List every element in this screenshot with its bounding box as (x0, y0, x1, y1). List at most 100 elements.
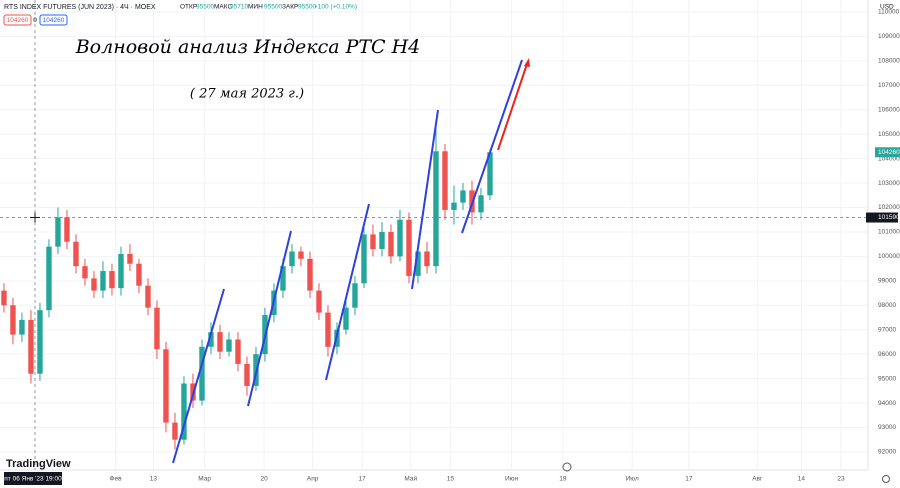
candle-body (325, 312, 331, 347)
x-tick-label: 17 (685, 476, 693, 483)
candle-body (217, 332, 223, 352)
x-tick-label: Фев (110, 476, 123, 483)
candle-body (199, 346, 205, 401)
x-tick-label: 14 (798, 476, 806, 483)
sell-button[interactable] (3, 14, 32, 26)
candle-body (1, 290, 7, 306)
ohlc-value: 95500 (196, 4, 214, 11)
ohlc-label: МАКС (214, 4, 232, 11)
x-tick-label: 20 (260, 476, 268, 483)
candle-body (82, 266, 88, 279)
candle-body (487, 152, 493, 196)
y-tick-label: 103000 (878, 180, 900, 187)
x-tick-label: 23 (837, 476, 845, 483)
y-tick-label: 110000 (878, 9, 900, 16)
candle-body (118, 253, 124, 289)
candle-body (163, 349, 169, 423)
arrow-line (497, 63, 528, 151)
y-tick-label: 106000 (878, 106, 900, 113)
wave-lines (172, 59, 523, 464)
y-tick-label: 93000 (878, 424, 896, 431)
logo-text[interactable]: TradingView (6, 458, 71, 470)
candles (1, 126, 493, 450)
x-tick-label: Авг (752, 476, 763, 483)
x-tick-label: Май (404, 475, 417, 483)
candle-body (343, 307, 349, 330)
candle-body (109, 271, 115, 289)
crosshair-price: 101590 (878, 214, 900, 221)
crosshair-date-badge (4, 472, 62, 485)
goto-icon[interactable] (562, 462, 572, 472)
candle-body (316, 290, 322, 313)
candle-body (280, 266, 286, 291)
candle-body (145, 285, 151, 308)
x-tick-label: 19 (559, 476, 567, 483)
y-tick-label: 107000 (878, 82, 900, 89)
ohlc-value: 95710 (230, 4, 248, 11)
candle-body (379, 231, 385, 250)
candle-body (433, 151, 439, 267)
y-tick-label: 104000 (878, 155, 900, 162)
ohlc-change: +100 (+0,10%) (314, 4, 357, 11)
y-tick-label: 101000 (878, 229, 900, 236)
candle-body (235, 339, 241, 364)
candle-body (28, 319, 34, 374)
wave-line (325, 203, 370, 381)
candle-body (397, 219, 403, 257)
x-tick-label: 15 (447, 476, 455, 483)
y-tick-label: 95000 (878, 375, 896, 382)
candle-body (100, 271, 106, 291)
wave-line (172, 288, 225, 464)
buy-price[interactable]: 104260 (43, 17, 65, 24)
price-axis-panel (868, 0, 900, 488)
candle-body (406, 219, 412, 276)
ohlc-label: ОТКР (180, 4, 197, 11)
y-tick-label: 97000 (878, 326, 896, 333)
candle-body (298, 251, 304, 259)
candle-body (127, 253, 133, 264)
axes: 92000 93000 94000 95000 96000 97000 98000 99000… (4, 9, 900, 485)
candle-body (37, 310, 43, 374)
y-tick-label: 96000 (878, 351, 896, 358)
y-tick-label: 99000 (878, 278, 896, 285)
annotation-date: ( 27 мая 2023 г.) (190, 87, 304, 102)
y-tick-label: 105000 (878, 131, 900, 138)
ohlc-value: 95500 (298, 4, 316, 11)
x-tick-label: Июн (505, 476, 519, 483)
y-tick-label: 98000 (878, 302, 896, 309)
annotation-title: Волновой анализ Индекса РТС Н4 (75, 36, 421, 58)
logo[interactable]: TradingView (6, 458, 71, 470)
x-tick-label: Мар (198, 476, 211, 483)
candle-body (181, 383, 187, 440)
y-tick-label: 108000 (878, 58, 900, 65)
wave-line (461, 59, 523, 234)
sell-price[interactable]: 104260 (7, 17, 29, 24)
last-price: 104260 (878, 149, 900, 156)
currency[interactable]: USD (880, 4, 894, 11)
buy-button[interactable] (39, 14, 68, 26)
y-tick-label: 109000 (878, 33, 900, 40)
symbol-title: RTS INDEX FUTURES (JUN 2023) · 4Ч · MOEX (4, 4, 156, 11)
time-axis-panel (0, 470, 900, 488)
candle-body (361, 234, 367, 284)
candle-body (73, 241, 79, 267)
settings-icon[interactable] (882, 475, 890, 483)
arrow-head (524, 58, 530, 67)
candle-body (55, 217, 61, 247)
candle-body (64, 217, 70, 242)
y-tick-label: 92000 (878, 449, 896, 456)
candle-body (442, 151, 448, 210)
candle-body (46, 246, 52, 311)
candle-body (415, 251, 421, 276)
last-price-badge (875, 147, 900, 158)
ohlc-label: МИН (248, 4, 263, 11)
wave-line (411, 109, 439, 290)
crosshair-date: пт 06 Янв '23 19:00 (4, 476, 62, 483)
wave-line (247, 230, 292, 407)
candle-body (154, 307, 160, 350)
candle-body (19, 319, 25, 335)
candle-body (370, 234, 376, 250)
candle-body (289, 251, 295, 267)
y-tick-label: 94000 (878, 400, 896, 407)
